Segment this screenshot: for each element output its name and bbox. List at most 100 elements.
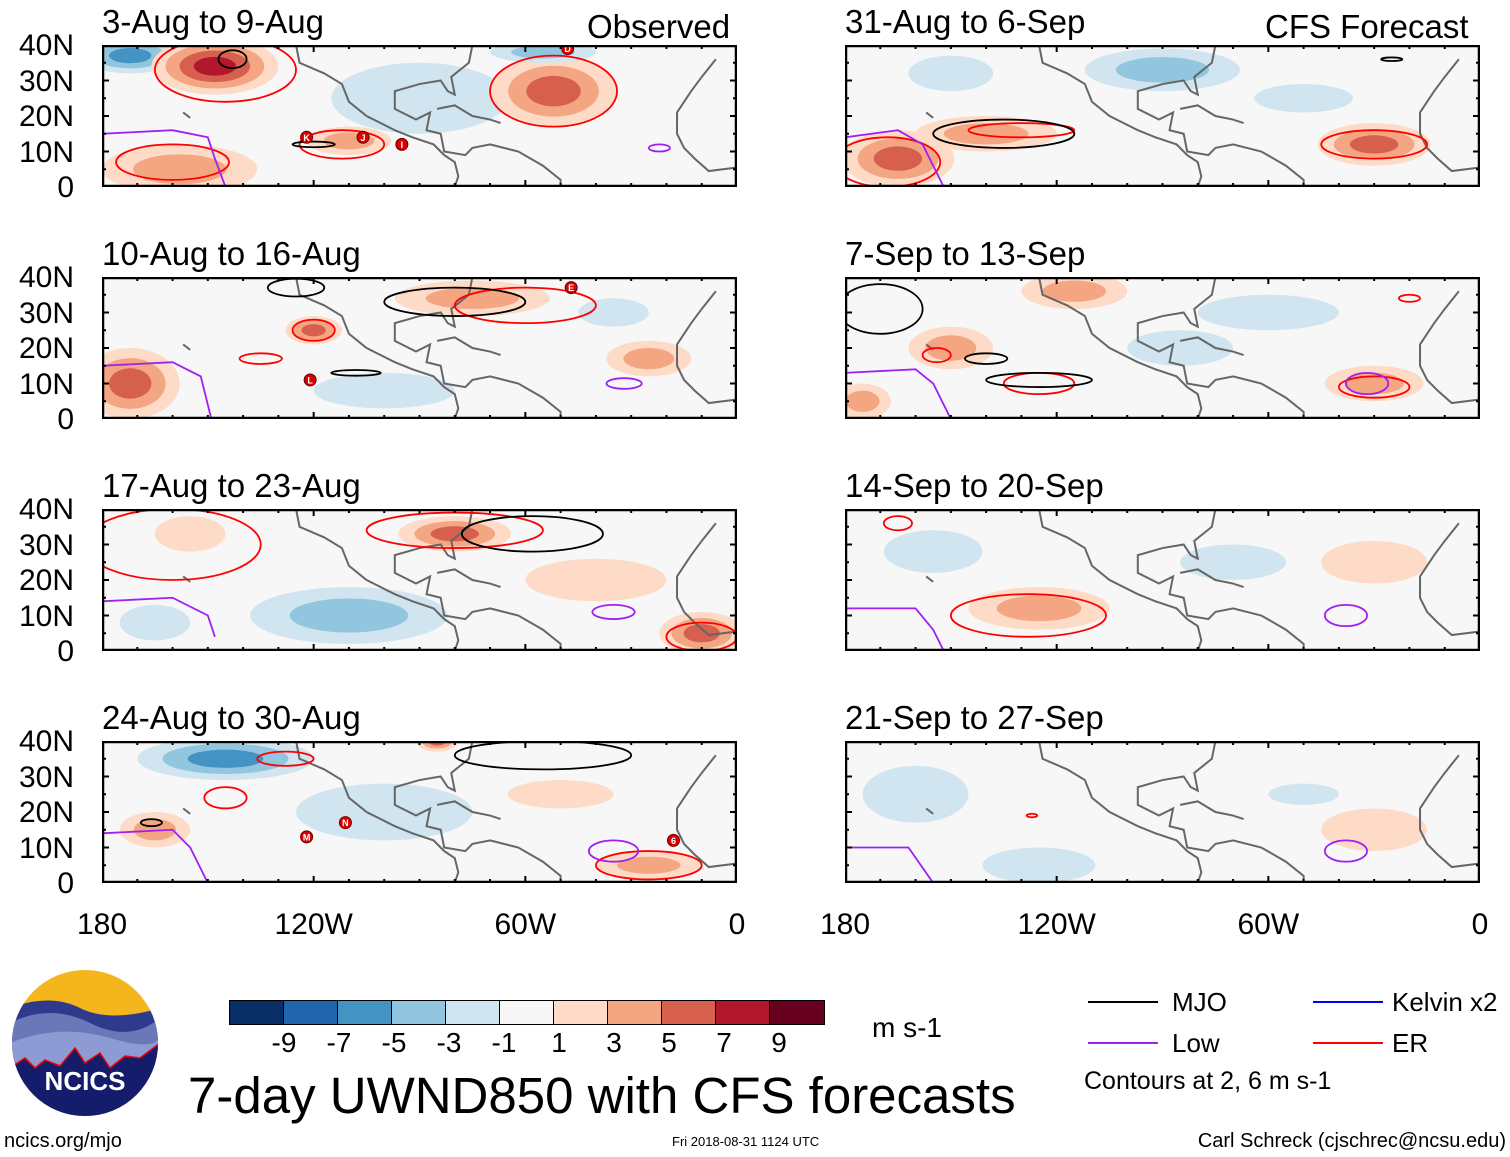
map-frame	[845, 741, 1480, 883]
anomaly-shade	[1321, 808, 1428, 852]
coastline	[295, 277, 460, 419]
storm-marker: D	[561, 45, 575, 56]
coastline	[1038, 277, 1203, 419]
storm-marker: J	[356, 130, 370, 144]
anomaly-shade	[193, 56, 237, 76]
coastline	[1179, 800, 1244, 821]
lat-label: 20N	[18, 796, 74, 829]
anomaly-shade	[154, 516, 226, 552]
anomaly-shade	[1180, 544, 1286, 580]
anomaly-shade	[289, 598, 409, 633]
colorbar-tick-label: -7	[326, 1027, 352, 1058]
low-contour-line	[102, 596, 216, 638]
panel-title: 10-Aug to 16-Aug	[102, 235, 361, 272]
mjo-contour	[845, 283, 924, 335]
mjo-contour	[932, 118, 1076, 149]
coastline	[925, 111, 934, 119]
map-frame	[845, 45, 1480, 187]
lon-label: 0	[728, 908, 746, 941]
lat-label: 40N	[18, 261, 74, 294]
lat-label: 10N	[18, 367, 74, 401]
er-contour	[882, 515, 913, 532]
legend-mjo-line	[1088, 1001, 1158, 1003]
er-contour	[949, 593, 1107, 638]
storm-marker: M	[300, 830, 314, 844]
coastline	[393, 509, 562, 651]
mjo-contour	[964, 352, 1009, 365]
coastline	[925, 807, 934, 815]
storm-label: N	[342, 818, 349, 828]
coastline	[295, 509, 460, 651]
coastline	[1419, 290, 1480, 405]
anomaly-shade	[301, 324, 326, 337]
anomaly-shade	[119, 604, 191, 641]
legend-kelvin-label: Kelvin x2	[1392, 987, 1498, 1017]
lon-label: 180	[819, 908, 871, 941]
panel-title: 31-Aug to 6-Sep	[845, 3, 1086, 40]
lon-label: 120W	[274, 908, 353, 941]
er-contour	[298, 129, 386, 160]
anomaly-shade	[925, 335, 977, 361]
coastline	[295, 741, 460, 883]
footer-url[interactable]: ncics.org/mjo	[4, 1130, 122, 1152]
map-panel: D K J I	[102, 45, 737, 187]
low-contour	[605, 377, 643, 390]
storm-marker: N	[338, 816, 352, 830]
lat-label: 0	[57, 171, 74, 204]
panel-title: 3-Aug to 9-Aug	[102, 3, 324, 40]
panel-title: 17-Aug to 23-Aug	[102, 467, 361, 504]
anomaly-shade	[525, 558, 667, 602]
legend-kelvin-line	[1313, 1001, 1383, 1003]
colorbar-swatch	[392, 1001, 446, 1024]
colorbar-tick-label: -5	[381, 1027, 407, 1058]
colorbar-tick-label: -1	[491, 1027, 517, 1058]
anomaly-shade	[1321, 540, 1428, 584]
lat-label: 30N	[18, 64, 74, 98]
coastline	[1179, 104, 1244, 125]
mjo-contour	[330, 369, 382, 377]
low-contour	[647, 143, 671, 153]
lat-label: 0	[57, 635, 74, 668]
colorbar	[229, 1000, 825, 1025]
coastline	[295, 45, 460, 187]
er-contour	[256, 750, 315, 767]
map-frame	[845, 277, 1480, 419]
low-contour-line	[845, 368, 952, 419]
er-contour	[1397, 293, 1421, 303]
colorbar-tick-label: 7	[716, 1027, 732, 1058]
lat-label: 30N	[18, 296, 74, 330]
anomaly-shade	[943, 123, 1029, 145]
anomaly-shade	[109, 48, 152, 64]
coastline	[393, 45, 562, 187]
map-panel	[102, 509, 737, 651]
low-contour-line	[102, 828, 209, 883]
low-contour	[591, 603, 636, 620]
legend-mjo-label: MJO	[1172, 987, 1227, 1017]
colorbar-tick-label: 3	[606, 1027, 622, 1058]
anomaly-shade	[996, 595, 1082, 622]
colorbar-swatch	[500, 1001, 554, 1024]
storm-marker: I	[395, 137, 409, 151]
anomaly-shade	[187, 749, 264, 768]
lat-label: 40N	[18, 29, 74, 62]
lat-label: 30N	[18, 760, 74, 794]
colorbar-tick-label: -9	[271, 1027, 297, 1058]
contour-note: Contours at 2, 6 m s-1	[1084, 1067, 1332, 1095]
storm-label: D	[564, 45, 571, 54]
coastline	[182, 111, 191, 119]
lat-label: 20N	[18, 100, 74, 133]
colorbar-swatch	[554, 1001, 608, 1024]
anomaly-shade	[623, 348, 675, 370]
er-contour	[489, 54, 618, 128]
legend-er-line	[1313, 1042, 1383, 1044]
colorbar-units: m s-1	[872, 1012, 942, 1043]
anomaly-shade	[526, 75, 581, 107]
lat-label: 20N	[18, 564, 74, 597]
anomaly-shade	[1197, 294, 1339, 331]
er-contour	[1337, 375, 1411, 399]
lat-label: 10N	[18, 135, 74, 169]
anomaly-shade	[1254, 84, 1353, 113]
storm-marker: L	[303, 373, 317, 387]
colorbar-swatch	[338, 1001, 392, 1024]
